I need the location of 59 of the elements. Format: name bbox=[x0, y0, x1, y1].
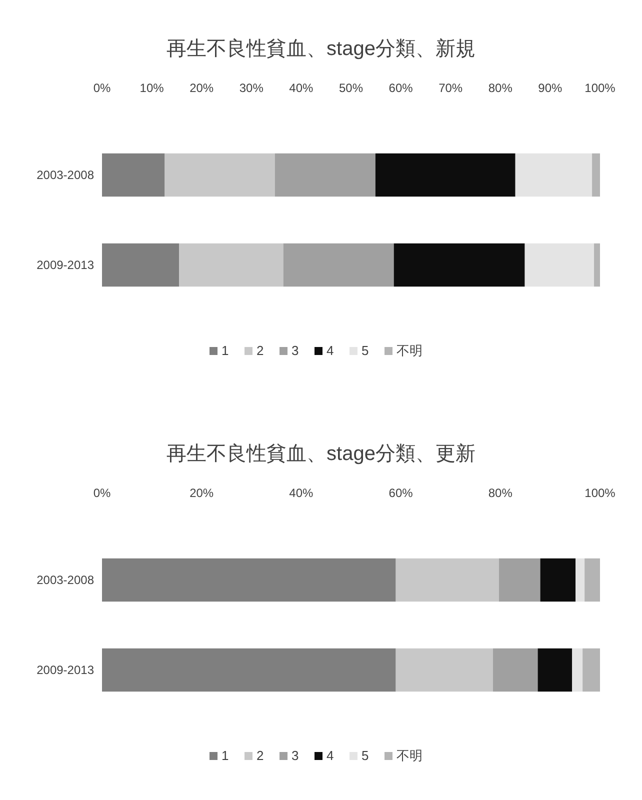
legend-label: 不明 bbox=[396, 748, 422, 763]
bar bbox=[164, 153, 275, 197]
bar bbox=[102, 648, 396, 692]
legend-label: 1 bbox=[222, 748, 229, 763]
bar bbox=[498, 558, 540, 602]
legend-label: 5 bbox=[362, 748, 369, 763]
y-tick-label: 2009-2013 bbox=[36, 258, 94, 272]
legend-label: 4 bbox=[326, 343, 334, 358]
bar bbox=[584, 558, 600, 602]
bar bbox=[375, 153, 516, 197]
x-tick-label: 80% bbox=[488, 486, 513, 500]
chart-title: 再生不良性貧血、stage分類、新規 bbox=[166, 38, 476, 60]
x-tick-label: 20% bbox=[190, 486, 214, 500]
bar bbox=[592, 153, 600, 197]
bar bbox=[283, 243, 394, 287]
bar bbox=[524, 243, 594, 287]
legend-label: 1 bbox=[222, 343, 229, 358]
bar bbox=[102, 243, 180, 287]
bar bbox=[394, 243, 525, 287]
x-tick-label: 30% bbox=[239, 81, 264, 95]
legend-label: 4 bbox=[326, 748, 334, 763]
chart-title: 再生不良性貧血、stage分類、更新 bbox=[166, 443, 476, 465]
y-tick-label: 2003-2008 bbox=[36, 573, 94, 587]
x-tick-label: 50% bbox=[338, 81, 364, 95]
bar bbox=[396, 558, 499, 602]
bar bbox=[515, 153, 592, 197]
bar bbox=[396, 648, 493, 692]
bar bbox=[102, 558, 396, 602]
x-tick-label: 20% bbox=[190, 81, 214, 95]
x-tick-label: 0% bbox=[93, 486, 111, 500]
legend-label: 2 bbox=[256, 343, 264, 358]
x-tick-label: 40% bbox=[289, 486, 314, 500]
legend-label: 3 bbox=[292, 748, 299, 763]
x-tick-label: 60% bbox=[388, 81, 414, 95]
x-tick-label: 90% bbox=[538, 81, 563, 95]
bar bbox=[572, 648, 583, 692]
bar bbox=[274, 153, 376, 197]
bar bbox=[576, 558, 585, 602]
bar bbox=[102, 153, 165, 197]
x-tick-label: 80% bbox=[488, 81, 513, 95]
bar bbox=[540, 558, 576, 602]
y-tick-label: 2009-2013 bbox=[36, 663, 94, 677]
legend-label: 2 bbox=[256, 748, 264, 763]
bar bbox=[492, 648, 538, 692]
x-tick-label: 10% bbox=[140, 81, 164, 95]
x-tick-label: 40% bbox=[289, 81, 314, 95]
legend-label: 不明 bbox=[396, 343, 422, 358]
x-tick-label: 0% bbox=[93, 81, 111, 95]
bar bbox=[582, 648, 600, 692]
x-tick-label: 100% bbox=[584, 81, 616, 95]
x-tick-label: 70% bbox=[438, 81, 463, 95]
x-tick-label: 100% bbox=[584, 486, 616, 500]
legend-label: 5 bbox=[362, 343, 369, 358]
bar bbox=[538, 648, 572, 692]
legend-label: 3 bbox=[292, 343, 299, 358]
bar bbox=[179, 243, 284, 287]
x-tick-label: 60% bbox=[388, 486, 414, 500]
y-tick-label: 2003-2008 bbox=[36, 168, 94, 182]
bar bbox=[594, 243, 600, 287]
